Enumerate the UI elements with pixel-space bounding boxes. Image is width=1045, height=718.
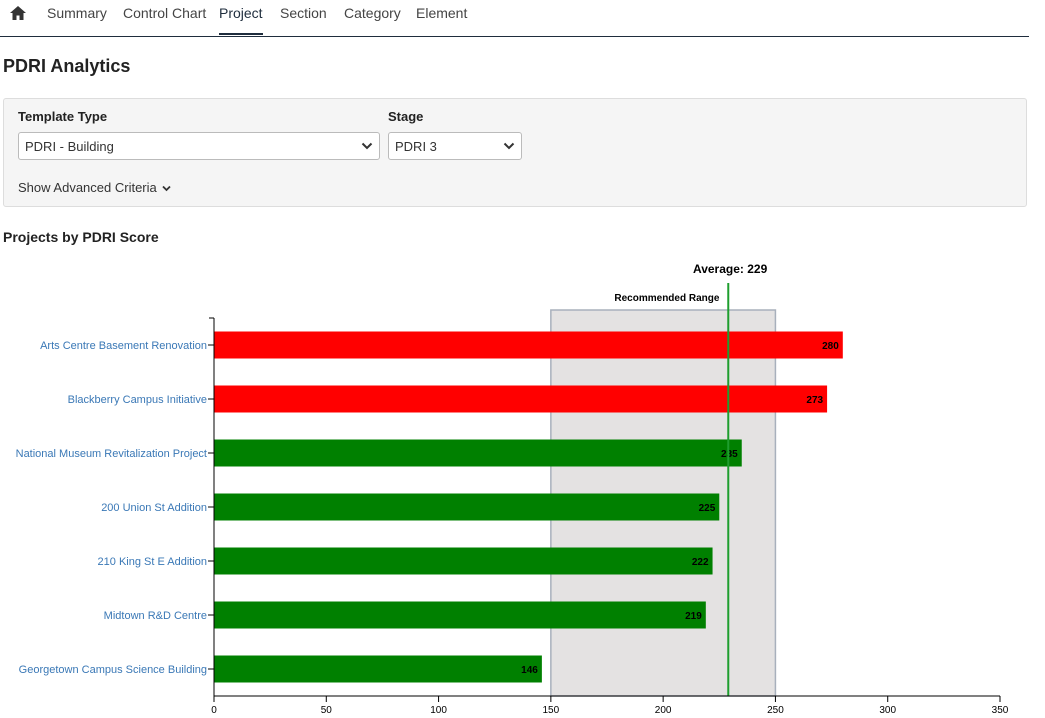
stage-label: Stage — [388, 109, 424, 124]
project-label[interactable]: National Museum Revitalization Project — [16, 448, 207, 460]
page-title: PDRI Analytics — [3, 56, 131, 76]
template-type-select[interactable]: PDRI - Building — [18, 132, 380, 160]
show-advanced-criteria-link[interactable]: Show Advanced Criteria — [18, 180, 172, 195]
bar — [214, 493, 720, 521]
top-nav: Summary Control Chart Project Section Ca… — [0, 0, 1029, 37]
pdri-score-chart: Recommended Range Arts Centre Basement Re… — [16, 262, 1009, 716]
bar-value-label: 222 — [692, 557, 709, 568]
tab-section[interactable]: Section — [280, 5, 327, 21]
bar — [214, 655, 542, 683]
project-label[interactable]: Georgetown Campus Science Building — [19, 664, 207, 676]
stage-select[interactable]: PDRI 3 — [388, 132, 522, 160]
x-tick-label: 50 — [321, 705, 333, 716]
bar-value-label: 273 — [806, 395, 823, 406]
bar — [214, 331, 843, 359]
bar — [214, 385, 828, 413]
show-advanced-criteria-label: Show Advanced Criteria — [18, 180, 157, 195]
x-tick-label: 250 — [767, 705, 784, 716]
tab-control-chart[interactable]: Control Chart — [123, 5, 207, 21]
project-label[interactable]: Blackberry Campus Initiative — [68, 394, 207, 406]
tab-project[interactable]: Project — [219, 4, 263, 35]
stage-value: PDRI 3 — [395, 139, 437, 154]
bar-value-label: 280 — [822, 341, 839, 352]
project-label[interactable]: 210 King St E Addition — [98, 556, 207, 568]
project-label[interactable]: Midtown R&D Centre — [104, 610, 207, 622]
average-label: Average: 229 — [693, 262, 768, 276]
bar-value-label: 235 — [721, 449, 738, 460]
x-tick-label: 100 — [430, 705, 447, 716]
x-tick-label: 300 — [879, 705, 896, 716]
template-type-label: Template Type — [18, 109, 108, 124]
tab-element[interactable]: Element — [416, 5, 468, 21]
x-tick-label: 150 — [543, 705, 560, 716]
x-tick-label: 350 — [992, 705, 1009, 716]
project-label[interactable]: 200 Union St Addition — [101, 502, 207, 514]
filter-panel: Template Type PDRI - Building Stage PDRI… — [3, 98, 1027, 207]
bar — [214, 601, 706, 629]
bar — [214, 439, 742, 467]
chevron-down-icon — [503, 142, 515, 150]
recommended-range-label: Recommended Range — [614, 293, 719, 304]
x-tick-label: 0 — [211, 705, 217, 716]
template-type-value: PDRI - Building — [25, 139, 114, 154]
chevron-down-icon — [361, 142, 373, 150]
tab-summary[interactable]: Summary — [47, 5, 107, 21]
x-tick-label: 200 — [655, 705, 672, 716]
bar-value-label: 225 — [699, 503, 716, 514]
bar-value-label: 219 — [685, 611, 702, 622]
bar — [214, 547, 713, 575]
project-label[interactable]: Arts Centre Basement Renovation — [40, 340, 207, 352]
tab-category[interactable]: Category — [344, 5, 401, 21]
home-icon[interactable] — [9, 5, 27, 21]
chart-title: Projects by PDRI Score — [3, 229, 159, 245]
chevron-down-icon — [162, 185, 172, 192]
bar-value-label: 146 — [521, 665, 538, 676]
